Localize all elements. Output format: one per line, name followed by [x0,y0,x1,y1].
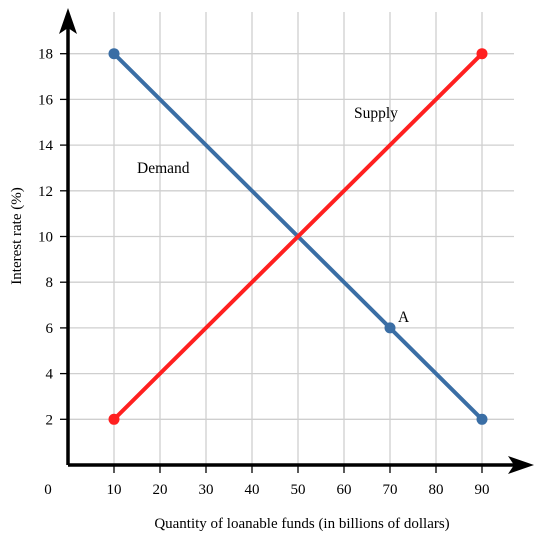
series-lines [108,48,488,425]
origin-label: 0 [44,482,52,498]
x-tick-label: 90 [475,482,490,498]
tick-labels: 10 20 30 40 50 60 70 80 90 2 4 6 8 10 12 14 16 18 [38,47,490,498]
x-axis-title: Quantity of loanable funds (in billions … [154,516,449,532]
x-tick-label: 30 [199,482,214,498]
y-axis-arrow-icon [59,8,77,34]
demand-point [476,413,488,425]
y-tick-label: 14 [38,138,54,154]
supply-point [476,48,488,60]
supply-label: Supply [354,105,398,122]
y-tick-label: 6 [46,321,54,337]
y-tick-label: 16 [38,92,54,108]
demand-point [384,322,396,334]
x-tick-label: 50 [291,482,306,498]
y-tick-label: 8 [46,275,54,291]
y-tick-label: 10 [38,230,53,246]
x-tick-label: 60 [337,482,352,498]
x-tick-label: 20 [153,482,168,498]
x-tick-label: 10 [107,482,122,498]
x-axis-arrow-icon [508,456,534,474]
y-tick-label: 2 [46,412,54,428]
y-tick-label: 12 [38,184,53,200]
x-tick-label: 40 [245,482,260,498]
point-a-label: A [398,309,410,326]
y-axis-title: Interest rate (%) [9,187,25,284]
y-tick-label: 4 [46,367,54,383]
x-tick-label: 70 [383,482,398,498]
supply-line [112,51,484,422]
demand-point [108,48,120,60]
demand-label: Demand [137,160,190,177]
x-tick-label: 80 [429,482,444,498]
gridlines [68,12,514,465]
supply-point [108,413,120,425]
axes [59,8,534,474]
y-tick-label: 18 [38,47,53,63]
chart-annotations: Demand Supply A [137,105,410,326]
